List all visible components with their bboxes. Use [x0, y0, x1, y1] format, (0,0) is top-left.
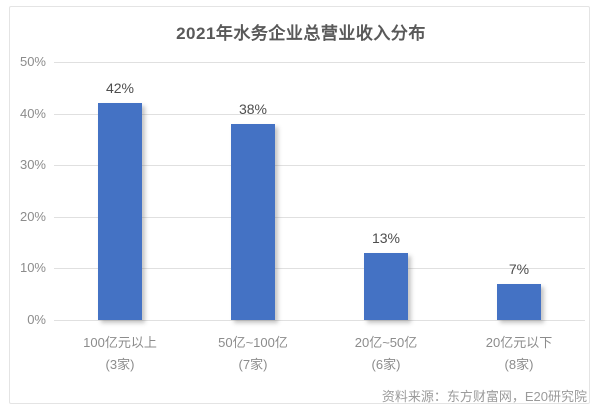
bar	[231, 124, 275, 320]
gridline	[54, 114, 585, 115]
y-axis-tick-label: 40%	[19, 106, 46, 121]
gridline	[54, 62, 585, 63]
y-axis-tick-label: 50%	[19, 54, 46, 69]
gridline	[54, 217, 585, 218]
bar-value-label: 13%	[371, 230, 401, 246]
y-axis-tick-label: 10%	[19, 260, 46, 275]
bar	[364, 253, 408, 320]
bar-value-label: 42%	[105, 80, 135, 96]
x-category-label: 100亿元以上	[83, 335, 157, 350]
chart-title: 2021年水务企业总营业收入分布	[176, 24, 426, 43]
x-category-label: 20亿元以下	[485, 335, 553, 350]
gridline	[54, 268, 585, 269]
y-axis-tick-label: 30%	[19, 157, 46, 172]
x-category-count-label: (7家)	[238, 357, 268, 372]
x-category-count-label: (6家)	[371, 357, 401, 372]
y-axis-tick-label: 20%	[19, 209, 46, 224]
x-category-count-label: (3家)	[105, 357, 135, 372]
bar-value-label: 7%	[508, 261, 530, 277]
x-category-label: 50亿~100亿	[218, 335, 288, 350]
x-category-label: 20亿~50亿	[354, 335, 418, 350]
bar	[98, 103, 142, 320]
gridline	[54, 165, 585, 166]
x-category-count-label: (8家)	[504, 357, 534, 372]
source-note: 资料来源：东方财富网，E20研究院	[381, 389, 587, 404]
gridline	[54, 320, 585, 321]
bar-value-label: 38%	[238, 101, 268, 117]
bar	[497, 284, 541, 320]
y-axis-tick-label: 0%	[27, 312, 46, 327]
